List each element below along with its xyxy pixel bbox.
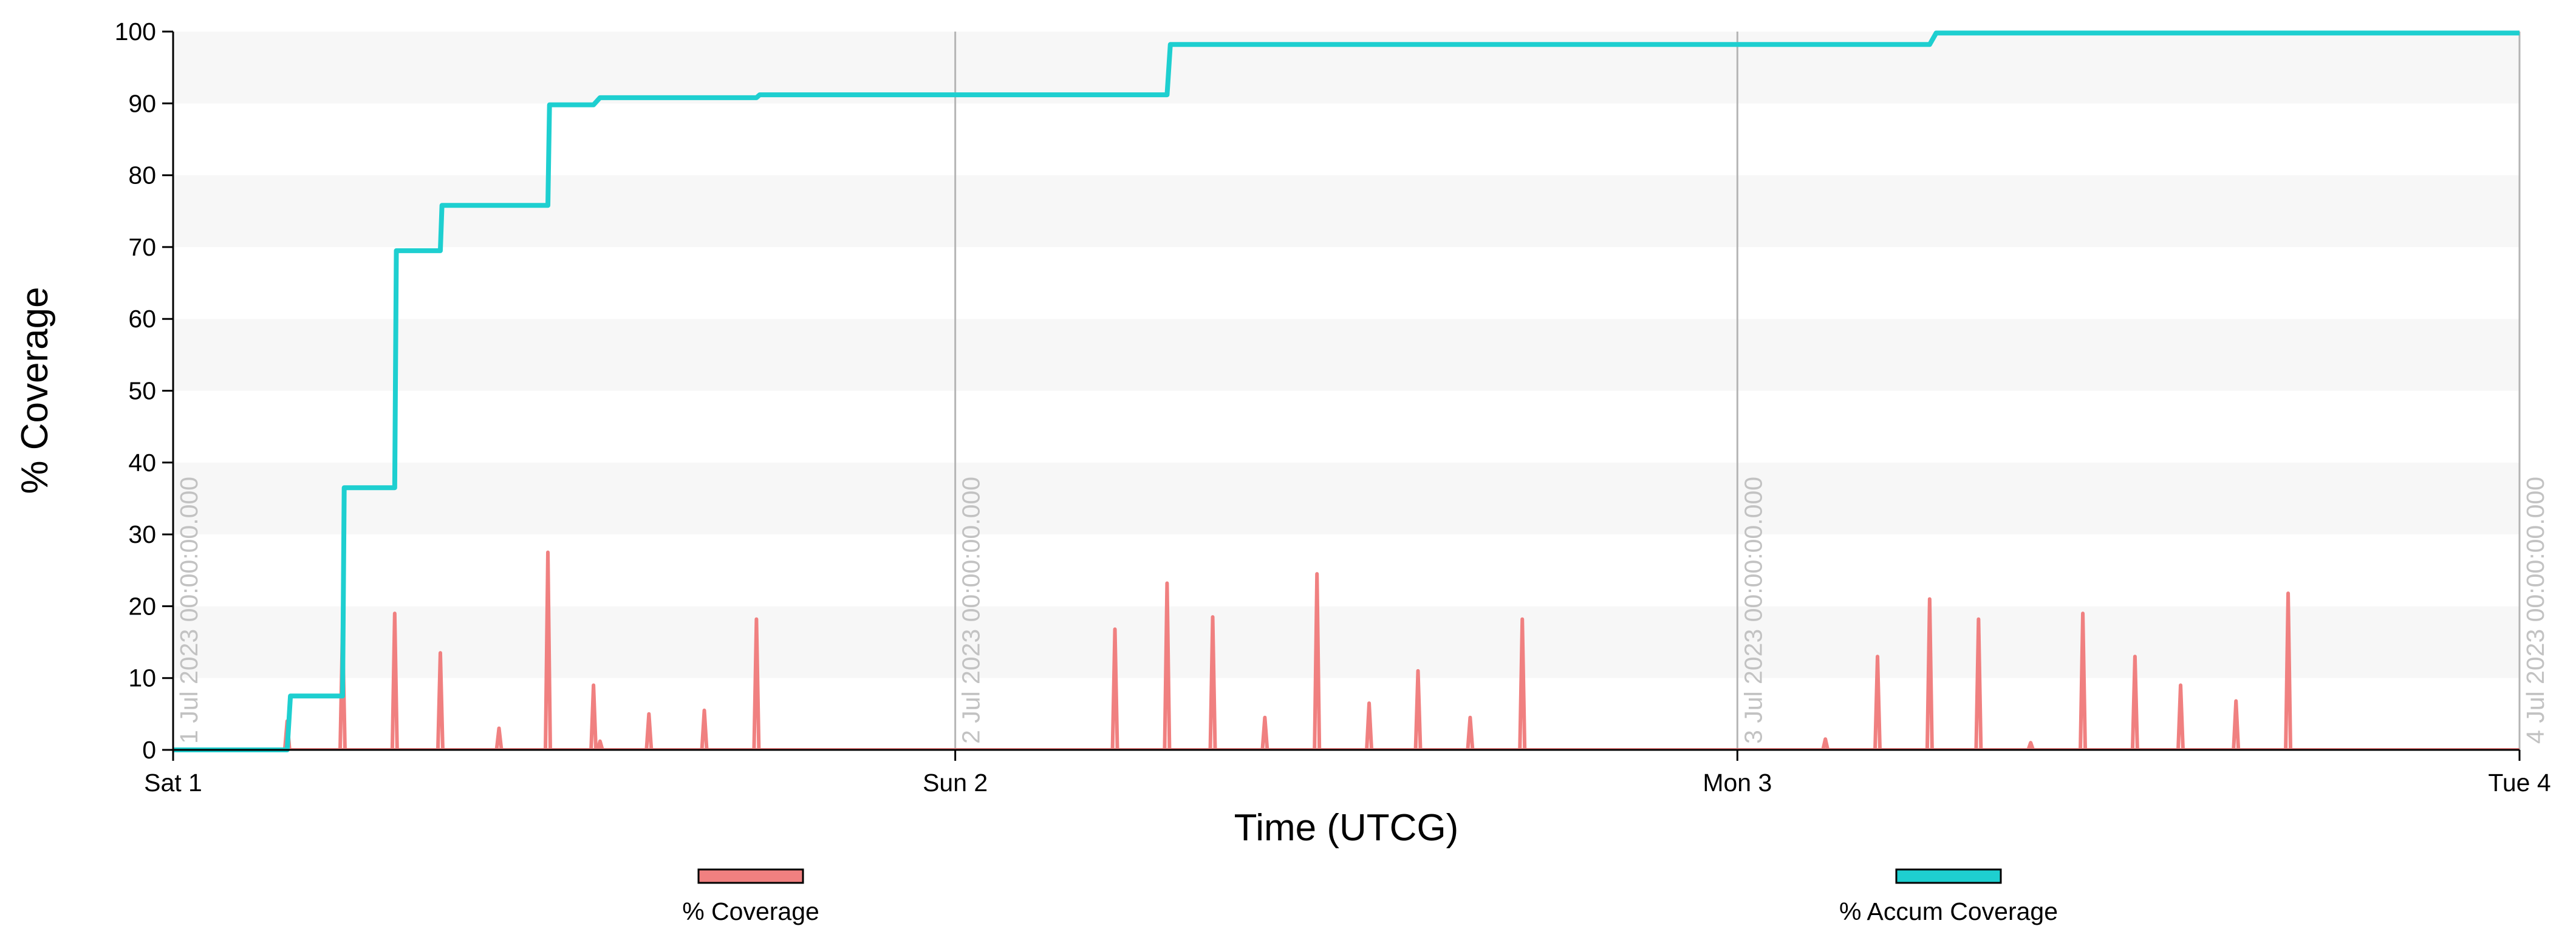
y-tick-label: 20 — [128, 592, 156, 620]
coverage-spike — [390, 611, 399, 750]
coverage-spike — [1208, 615, 1217, 750]
grid-band — [173, 319, 2520, 391]
y-tick-label: 100 — [115, 18, 156, 46]
grid-band — [173, 247, 2520, 319]
coverage-spike — [1413, 669, 1423, 750]
coverage-spike — [700, 708, 709, 750]
date-marker-label: 4 Jul 2023 00:00:00.000 — [2521, 477, 2549, 744]
coverage-spike — [1873, 655, 1882, 750]
y-tick-label: 30 — [128, 520, 156, 548]
y-tick-label: 80 — [128, 162, 156, 189]
grid-band — [173, 103, 2520, 175]
y-tick-label: 40 — [128, 449, 156, 477]
coverage-spike — [2284, 591, 2293, 750]
grid-band — [173, 606, 2520, 678]
date-marker-label: 1 Jul 2023 00:00:00.000 — [175, 477, 203, 744]
y-tick-label: 50 — [128, 377, 156, 405]
date-marker-label: 2 Jul 2023 00:00:00.000 — [957, 477, 985, 744]
y-tick-label: 70 — [128, 233, 156, 261]
date-marker-labels: 1 Jul 2023 00:00:00.000 2 Jul 2023 00:00:… — [175, 477, 2549, 744]
coverage-spike — [2079, 611, 2088, 750]
coverage-spike — [589, 683, 598, 750]
legend: % Coverage % Accum Coverage — [682, 868, 2058, 925]
x-tick-label: Sat 1 — [144, 769, 202, 797]
coverage-spike — [1260, 715, 1269, 750]
coverage-spike — [1365, 701, 1374, 750]
coverage-spike — [1974, 617, 1983, 750]
coverage-spike — [2176, 683, 2185, 750]
grid-band — [173, 678, 2520, 750]
coverage-spike — [1110, 627, 1119, 750]
grid-bands — [173, 32, 2520, 750]
coverage-spike — [1163, 581, 1172, 750]
coverage-spike — [436, 651, 445, 750]
coverage-spike — [1925, 597, 1934, 750]
grid-band — [173, 534, 2520, 607]
coverage-spike — [544, 550, 553, 750]
coverage-spike — [2232, 699, 2241, 750]
coverage-spike — [1821, 737, 1830, 750]
grid-band — [173, 462, 2520, 535]
coverage-spike — [595, 739, 604, 750]
coverage-spike — [752, 617, 761, 750]
y-tick-label: 0 — [142, 736, 156, 764]
x-tick-label: Mon 3 — [1703, 769, 1772, 797]
legend-swatch — [697, 868, 804, 884]
y-tick-label: 90 — [128, 89, 156, 117]
y-tick-label: 60 — [128, 305, 156, 333]
grid-band — [173, 390, 2520, 463]
coverage-spike — [1518, 617, 1527, 750]
coverage-spike — [1466, 715, 1475, 750]
x-tick-label: Tue 4 — [2488, 769, 2550, 797]
coverage-spike — [494, 726, 504, 750]
x-axis-label: Time (UTCG) — [1234, 807, 1459, 849]
legend-entry: % Coverage — [682, 897, 819, 925]
grid-band — [173, 175, 2520, 247]
coverage-spike — [644, 712, 654, 750]
coverage-spike — [2026, 741, 2035, 750]
x-tick-label: Sun 2 — [923, 769, 988, 797]
x-tick-labels: Sat 1 Sun 2 Mon 3 Tue 4 — [144, 750, 2551, 797]
y-axis-label: % Coverage — [14, 287, 56, 494]
series-layer — [173, 30, 2520, 752]
accum-coverage-line — [173, 30, 2520, 752]
y-tick-label: 10 — [128, 664, 156, 692]
coverage-spike — [2130, 655, 2139, 750]
legend-swatch — [1895, 868, 2002, 884]
legend-entry: % Accum Coverage — [1839, 897, 2058, 925]
coverage-spike — [1313, 572, 1322, 750]
y-tick-labels: 0 10 20 30 40 50 60 70 80 90 100 — [115, 18, 173, 764]
date-marker-label: 3 Jul 2023 00:00:00.000 — [1739, 477, 1767, 744]
